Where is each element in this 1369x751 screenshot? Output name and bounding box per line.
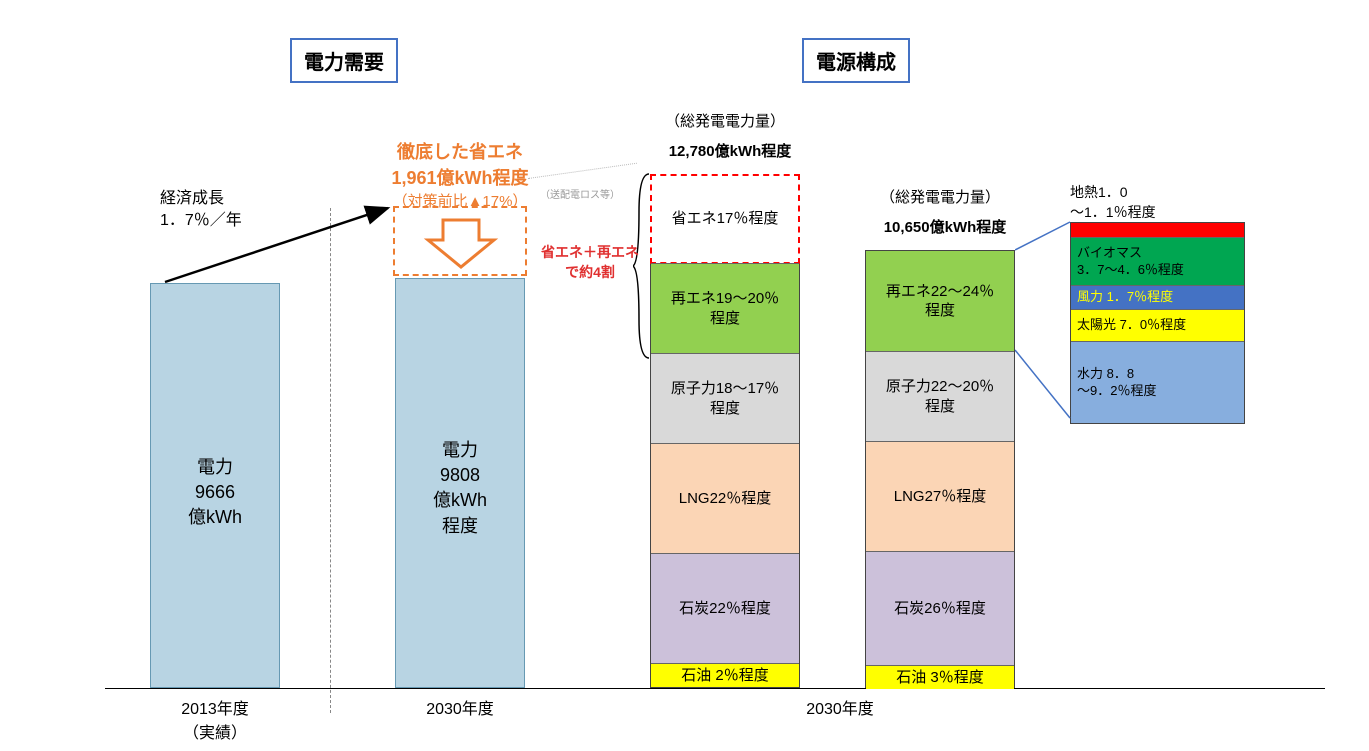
- renewable-header: 地熱1．0 ～1．1％程度: [1070, 182, 1240, 222]
- right-seg-3: 石炭26％程度: [866, 551, 1014, 665]
- middle-seg-0: 省エネ17％程度: [650, 174, 800, 264]
- right-total: 10,650億kWh程度: [855, 216, 1035, 237]
- right-seg-4: 石油 3％程度: [866, 665, 1014, 689]
- middle-seg-3: LNG22％程度: [651, 443, 799, 553]
- renewable-stack: バイオマス 3．7～4．6％程度風力 1．7％程度太陽光 7．0％程度水力 8．…: [1070, 222, 1245, 424]
- right-seg-0: 再エネ22～24％ 程度: [866, 251, 1014, 351]
- title-mix: 電源構成: [802, 38, 910, 83]
- middle-seg-4: 石炭22％程度: [651, 553, 799, 663]
- right-stack: 再エネ22～24％ 程度原子力22～20％ 程度LNG27％程度石炭26％程度石…: [865, 250, 1015, 688]
- baseline-axis: [105, 688, 1325, 689]
- growth-arrow-icon: [160, 200, 395, 290]
- middle-seg-5: 石油 2％程度: [651, 663, 799, 687]
- detail-connector-icon: [1015, 220, 1073, 420]
- renew-seg-0: [1071, 223, 1244, 237]
- renew-seg-3: 太陽光 7．0％程度: [1071, 309, 1244, 341]
- axis-2030-right: 2030年度: [740, 695, 940, 719]
- middle-total: 12,780億kWh程度: [640, 140, 820, 161]
- bar-2030-label: 電力 9808 億kWh 程度: [395, 438, 525, 539]
- middle-seg-2: 原子力18～17％ 程度: [651, 353, 799, 443]
- title-demand: 電力需要: [290, 38, 398, 83]
- renew-seg-1: バイオマス 3．7～4．6％程度: [1071, 237, 1244, 285]
- loss-note: （送配電ロス等）: [540, 186, 620, 201]
- middle-seg-1: 再エネ19～20％ 程度: [651, 263, 799, 353]
- renew-seg-4: 水力 8．8 ～9．2％程度: [1071, 341, 1244, 423]
- bar-2013-label: 電力 9666 億kWh: [150, 455, 280, 531]
- right-seg-2: LNG27％程度: [866, 441, 1014, 551]
- saving-title: 徹底した省エネ: [340, 138, 580, 164]
- renew-seg-2: 風力 1．7％程度: [1071, 285, 1244, 309]
- red-note: 省エネ＋再エネ で約4割: [540, 242, 640, 282]
- axis-2030-left: 2030年度: [375, 695, 545, 719]
- right-seg-1: 原子力22～20％ 程度: [866, 351, 1014, 441]
- axis-2013: 2013年度 （実績）: [130, 695, 300, 743]
- right-header: （総発電電力量）: [855, 186, 1025, 207]
- middle-header: （総発電電力量）: [640, 110, 810, 131]
- saving-arrow-icon: [418, 215, 504, 273]
- middle-stack: 省エネ17％程度再エネ19～20％ 程度原子力18～17％ 程度LNG22％程度…: [650, 174, 800, 688]
